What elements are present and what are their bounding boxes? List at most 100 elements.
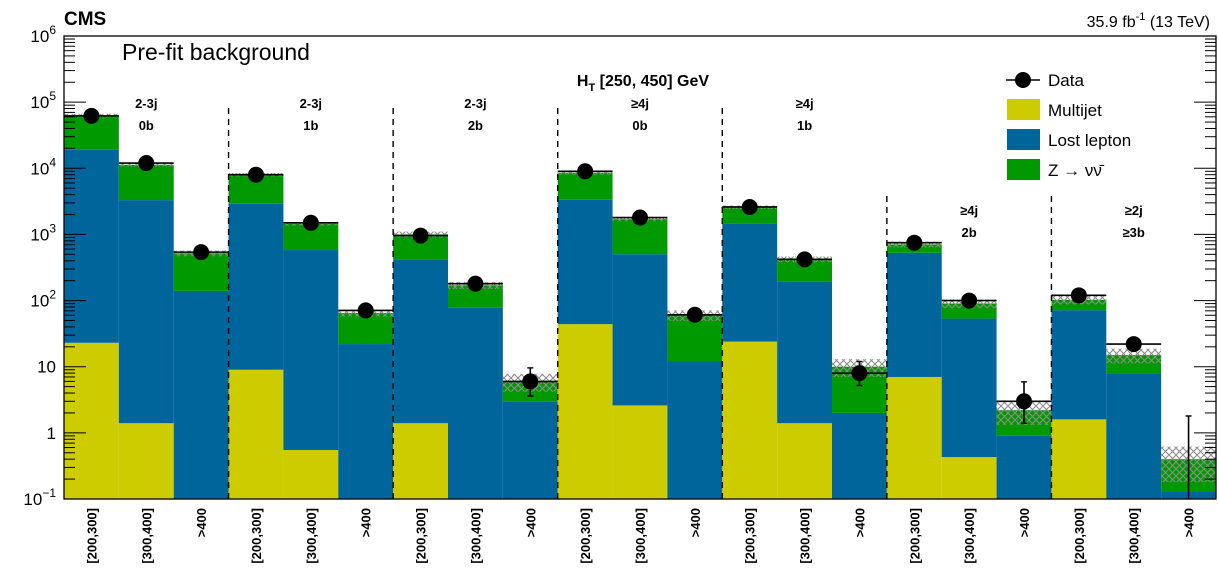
region-label-btags-1: 1b [303,118,318,133]
data-point-2 [193,244,210,261]
x-tick-label: >400 [359,508,374,537]
data-point-9 [577,163,594,180]
bar-znunu-13 [777,259,832,282]
data-point-18 [1070,287,1087,304]
bar-multijet-15 [886,376,942,499]
legend-label-data: Data [1048,71,1084,90]
legend-entry-multijet: Multijet [1007,99,1102,120]
legend-entry-znunu: Z → νν̄ [1007,159,1105,180]
x-axis-labels: [200,300] [300,400] >400 [200,300] [300,400]… [84,508,1196,564]
bar-multijet-9 [557,324,613,499]
legend-swatch-lost-lepton [1007,129,1040,150]
bar-multijet-16 [941,457,997,499]
region-label-btags-5: 2b [962,225,977,240]
x-tick-label: >400 [688,508,703,537]
y-tick-label: 10−1 [23,486,56,509]
plot-title: Pre-fit background [122,39,310,65]
bar-multijet-12 [722,341,778,499]
region-label-jets-2: 2-3j [464,96,486,111]
plot-frame [63,35,1217,500]
data-point-19 [1125,336,1142,353]
y-axis: 10−1 1 10 102 103 104 105 106 [23,23,1216,509]
x-tick-label: [300,400] [304,508,319,564]
legend: Data Multijet Lost lepton Z → νν̄ [1006,71,1131,180]
bar-lost_lepton-5 [338,344,394,499]
bar-multijet-13 [777,423,832,499]
y-tick-label: 105 [30,89,56,112]
bar-lost_lepton-18 [1051,310,1107,420]
bar-lost_lepton-3 [228,203,284,370]
bar-multijet-3 [228,369,284,499]
x-tick-label: [300,400] [139,508,154,564]
x-tick-label: [200,300] [743,508,758,564]
y-tick-label: 103 [30,221,56,244]
bar-lost_lepton-17 [996,435,1052,499]
legend-entry-lost-lepton: Lost lepton [1007,129,1131,150]
x-tick-label: [200,300] [578,508,593,564]
data-point-17 [1016,393,1032,410]
stacked-histogram [64,115,1216,499]
bar-multijet-18 [1051,419,1107,499]
region-label-jets-6: ≥2j [1125,203,1143,218]
bar-lost_lepton-6 [393,259,448,424]
legend-label-znunu: Z → νν̄ [1048,161,1105,180]
x-tick-label: >400 [1182,508,1197,537]
data-point-14 [851,365,868,382]
data-point-8 [522,373,539,390]
region-label-btags-3: 0b [632,118,647,133]
bar-znunu-11 [667,315,723,362]
bar-znunu-12 [722,207,778,224]
legend-swatch-znunu [1007,159,1040,180]
bar-multijet-4 [283,450,339,499]
region-label-btags-6: ≥3b [1123,225,1145,240]
x-tick-label: [300,400] [798,508,813,564]
data-point-11 [686,306,703,323]
region-label-btags-2: 2b [468,118,483,133]
data-point-16 [961,292,978,309]
x-tick-label: >400 [523,508,538,537]
region-labels: 2-3j 0b 2-3j 1b 2-3j 2b ≥4j 0b ≥4j 1b ≥4j 2b ≥2j ≥3b [135,96,1145,240]
data-point-0 [83,107,100,124]
region-label-btags-0: 0b [139,118,154,133]
data-point-6 [412,227,429,244]
region-label-jets-1: 2-3j [300,96,322,111]
bar-lost_lepton-12 [722,223,778,342]
bar-multijet-10 [612,405,668,499]
data-points [64,107,1192,499]
bar-lost_lepton-2 [173,290,229,499]
region-label-jets-4: ≥4j [796,96,814,111]
y-tick-label: 106 [30,23,56,46]
data-point-12 [741,198,758,215]
bar-znunu-7 [448,285,503,308]
x-tick-label: [300,400] [633,508,648,564]
legend-label-lost-lepton: Lost lepton [1048,131,1131,150]
bar-multijet-6 [393,423,448,499]
bar-lost_lepton-10 [612,254,668,406]
ht-range-label: HT [250, 450] GeV [577,73,709,94]
y-tick-label: 1 [47,424,56,443]
region-label-jets-0: 2-3j [135,96,157,111]
data-point-13 [796,251,813,268]
x-tick-label: [300,400] [962,508,977,564]
bar-lost_lepton-8 [502,401,558,499]
legend-label-multijet: Multijet [1048,101,1102,120]
x-tick-label: [200,300] [84,508,99,564]
data-point-4 [302,214,319,231]
legend-entry-data: Data [1006,71,1084,90]
data-point-3 [248,166,264,183]
x-tick-label: [300,400] [1127,508,1142,564]
data-point-15 [906,234,923,251]
y-tick-label: 10 [37,358,56,377]
bar-lost_lepton-15 [886,252,942,377]
x-tick-label: >400 [852,508,867,537]
bar-lost_lepton-14 [832,412,887,499]
data-point-1 [138,155,155,172]
legend-data-marker [1015,72,1031,88]
experiment-label: CMS [64,9,106,30]
bar-lost_lepton-11 [667,361,723,499]
bar-lost_lepton-19 [1106,373,1162,499]
x-tick-label: [200,300] [907,508,922,564]
y-tick-label: 104 [30,155,56,178]
legend-swatch-multijet [1007,99,1040,120]
